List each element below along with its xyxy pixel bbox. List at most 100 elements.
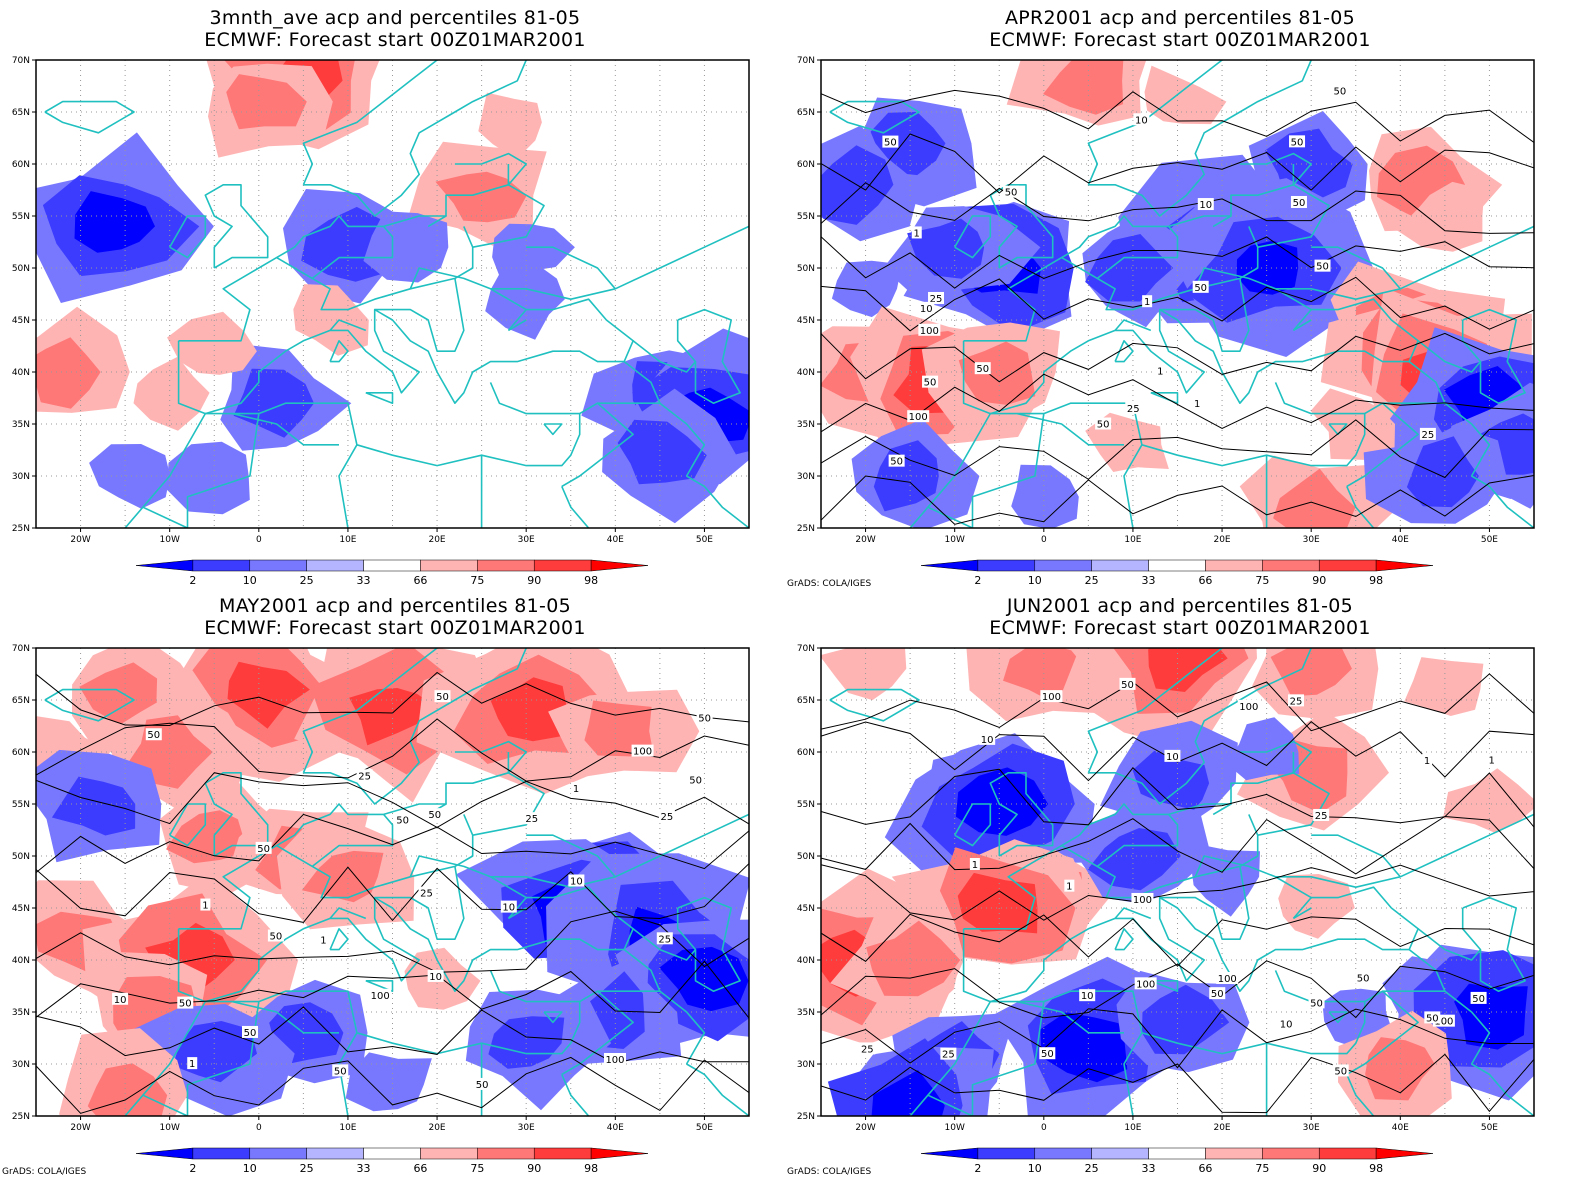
- contour-label: 1: [1486, 753, 1497, 766]
- percentile-shade: [349, 688, 441, 746]
- lat-tick-label: 40N: [12, 956, 30, 966]
- percentile-shade: [1043, 60, 1124, 115]
- svg-text:50: 50: [1316, 262, 1329, 273]
- contour-label: 25: [523, 812, 540, 825]
- contour-label: 100: [918, 323, 941, 337]
- map-panel: MAY2001 acp and percentiles 81-05 ECMWF: …: [0, 588, 790, 1186]
- svg-text:25: 25: [525, 814, 538, 825]
- lat-tick-label: 25N: [797, 1112, 815, 1122]
- svg-text:1: 1: [1488, 755, 1494, 766]
- percentile-shade: [955, 767, 1049, 836]
- svg-text:50: 50: [270, 932, 283, 943]
- lat-tick-label: 65N: [12, 108, 30, 118]
- contour-label: 10: [568, 874, 585, 887]
- contour-label: 50: [394, 813, 411, 826]
- contour-label: 50: [1039, 1047, 1056, 1060]
- contour-label: 10: [918, 301, 935, 315]
- colorbar-label: 25: [1085, 574, 1099, 587]
- percentile-shade: [1396, 181, 1485, 252]
- lat-tick-label: 45N: [12, 904, 30, 914]
- lat-tick-label: 45N: [797, 316, 815, 326]
- percentile-shade: [659, 946, 749, 1012]
- lon-tick-label: 10E: [1124, 1123, 1141, 1133]
- lon-tick-label: 20W: [70, 1123, 90, 1133]
- colorbar-label: 75: [1255, 1162, 1269, 1175]
- colorbar: 2 10 25 33 66 75 90 98: [920, 559, 1434, 587]
- contour-label: 50: [434, 690, 451, 703]
- contour-label: 1: [318, 933, 329, 947]
- svg-text:100: 100: [1136, 979, 1155, 990]
- colorbar-segment: [1318, 559, 1377, 572]
- percentile-shade: [51, 776, 136, 836]
- contour-label: 100: [631, 744, 654, 758]
- panel-subtitle: ECMWF: Forecast start 00Z01MAR2001: [204, 617, 586, 639]
- panel-title: APR2001 acp and percentiles 81-05: [1004, 7, 1356, 29]
- lon-tick-label: 40E: [1392, 1123, 1409, 1133]
- svg-text:50: 50: [396, 815, 409, 826]
- percentile-shade: [870, 111, 946, 176]
- map-frame: [820, 59, 1535, 529]
- svg-text:10: 10: [920, 304, 933, 315]
- lon-tick-label: 20E: [1213, 535, 1230, 545]
- contour-label: 50: [1289, 135, 1306, 148]
- colorbar-segment: [1262, 559, 1320, 572]
- percentile-shade: [435, 171, 527, 223]
- svg-text:10: 10: [1280, 1019, 1293, 1030]
- contour-label: 50: [241, 1025, 258, 1039]
- colorbar-segment: [306, 559, 364, 572]
- contour-label: 25: [940, 1047, 957, 1061]
- colorbar-segment: [306, 1147, 364, 1160]
- svg-text:100: 100: [1133, 895, 1152, 906]
- lat-tick-label: 25N: [797, 524, 815, 534]
- contour-label: 50: [1470, 991, 1487, 1005]
- percentile-shade: [133, 356, 210, 431]
- colorbar-label: 90: [527, 574, 541, 587]
- svg-text:50: 50: [1291, 137, 1304, 148]
- colorbar: 2 10 25 33 66 75 90 98: [920, 1147, 1434, 1175]
- contour-label: 100: [369, 988, 392, 1002]
- percentile-shade: [1443, 768, 1534, 834]
- colorbar-segment: [1148, 1147, 1206, 1160]
- svg-text:50: 50: [1293, 198, 1306, 209]
- lat-tick-label: 50N: [797, 264, 815, 274]
- contour-label: 10: [427, 969, 444, 983]
- colorbar-segment: [590, 559, 649, 572]
- colorbar-segment: [920, 1147, 979, 1160]
- lon-tick-label: 10W: [160, 1123, 180, 1133]
- lat-tick-label: 50N: [797, 852, 815, 862]
- map-frame: [35, 647, 750, 1117]
- panel-title: 3mnth_ave acp and percentiles 81-05: [209, 7, 581, 29]
- lon-tick-label: 20E: [428, 535, 445, 545]
- svg-text:100: 100: [1239, 702, 1258, 713]
- map-svg: 5010050100505050100100502550251010112550…: [787, 644, 1535, 1177]
- svg-text:50: 50: [257, 844, 270, 855]
- lon-tick-label: 30E: [1303, 535, 1320, 545]
- percentile-shade: [907, 218, 985, 279]
- contour-label: 10: [979, 732, 996, 746]
- percentile-shade: [478, 92, 542, 160]
- contour-label: 25: [658, 810, 675, 823]
- contour-label: 50: [1355, 971, 1372, 985]
- colorbar-segment: [135, 559, 194, 572]
- coastlines: [829, 648, 1534, 1116]
- contour-label: 1: [911, 226, 922, 239]
- svg-text:25: 25: [358, 771, 371, 782]
- colorbar-segment: [1375, 559, 1434, 572]
- lat-tick-label: 60N: [12, 160, 30, 170]
- contour-label: 25: [418, 886, 435, 900]
- colorbar-label: 2: [974, 574, 981, 587]
- colorbar-segment: [477, 559, 535, 572]
- contours: [821, 673, 1534, 1114]
- svg-text:10: 10: [1199, 200, 1212, 211]
- colorbar-segment: [420, 1147, 478, 1160]
- svg-text:25: 25: [1127, 404, 1140, 415]
- lon-tick-label: 30E: [518, 1123, 535, 1133]
- lon-tick-label: 10E: [1124, 535, 1141, 545]
- graticule: [821, 60, 1534, 528]
- lat-tick-label: 30N: [797, 1060, 815, 1070]
- svg-text:10: 10: [1081, 991, 1094, 1002]
- contour-label: 50: [888, 454, 905, 468]
- svg-text:25: 25: [658, 934, 671, 945]
- percentile-shade: [584, 700, 655, 758]
- lat-tick-label: 70N: [797, 644, 815, 654]
